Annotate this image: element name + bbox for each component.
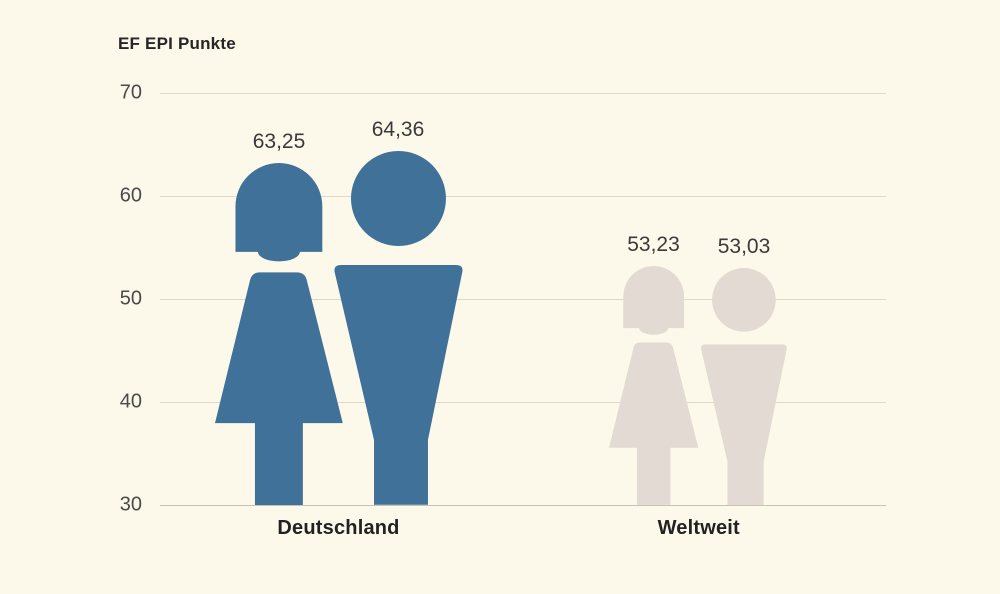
gridline-y70	[160, 93, 886, 94]
value-label-female-weltweit: 53,23	[627, 232, 680, 256]
gridline-y30	[160, 505, 886, 506]
female-icon-weltweit	[609, 266, 698, 505]
value-label-male-deutschland: 64,36	[371, 118, 425, 142]
chart-title: EF EPI Punkte	[118, 34, 236, 53]
value-label-female-deutschland: 63,25	[252, 129, 306, 153]
y-tick-label-70: 70	[119, 81, 142, 104]
gridline-y40	[160, 402, 886, 403]
category-label-weltweit: Weltweit	[657, 517, 740, 539]
y-tick-label-40: 40	[119, 390, 142, 413]
gridline-y50	[160, 299, 886, 300]
value-label-male-weltweit: 53,03	[717, 234, 771, 258]
y-tick-label-30: 30	[119, 493, 142, 516]
category-label-deutschland: Deutschland	[277, 517, 400, 539]
male-icon-deutschland	[333, 151, 464, 505]
male-icon-weltweit	[700, 268, 788, 505]
female-icon-deutschland	[215, 163, 343, 505]
y-tick-label-60: 60	[119, 184, 142, 207]
gridline-y60	[160, 196, 886, 197]
y-tick-label-50: 50	[119, 287, 142, 310]
